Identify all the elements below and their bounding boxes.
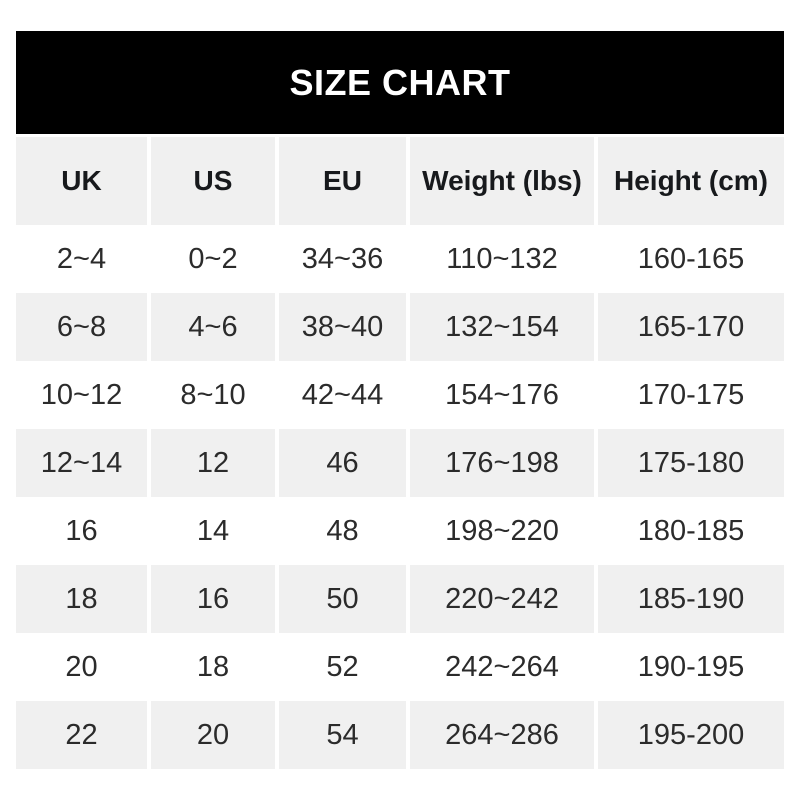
- table-cell: 14: [151, 497, 275, 565]
- table-cell: 34~36: [279, 225, 406, 293]
- table-cell: 18: [151, 633, 275, 701]
- table-cell: 48: [279, 497, 406, 565]
- table-row: 6~8 4~6 38~40 132~154 165-170: [16, 293, 784, 361]
- table-cell: 165-170: [598, 293, 784, 361]
- table-cell: 154~176: [410, 361, 594, 429]
- table-row: 10~12 8~10 42~44 154~176 170-175: [16, 361, 784, 429]
- table-cell: 12~14: [16, 429, 147, 497]
- column-header-height-cm: Height (cm): [598, 137, 784, 225]
- table-cell: 38~40: [279, 293, 406, 361]
- page-title: SIZE CHART: [289, 61, 511, 103]
- table-cell: 4~6: [151, 293, 275, 361]
- table-cell: 0~2: [151, 225, 275, 293]
- table-cell: 8~10: [151, 361, 275, 429]
- table-cell: 242~264: [410, 633, 594, 701]
- table-cell: 176~198: [410, 429, 594, 497]
- table-cell: 220~242: [410, 565, 594, 633]
- table-cell: 170-175: [598, 361, 784, 429]
- table-cell: 195-200: [598, 701, 784, 769]
- table-cell: 54: [279, 701, 406, 769]
- table-row: 12~14 12 46 176~198 175-180: [16, 429, 784, 497]
- table-cell: 46: [279, 429, 406, 497]
- table-cell: 160-165: [598, 225, 784, 293]
- table-cell: 16: [16, 497, 147, 565]
- table-cell: 12: [151, 429, 275, 497]
- column-header-us: US: [151, 137, 275, 225]
- table-cell: 132~154: [410, 293, 594, 361]
- table-cell: 16: [151, 565, 275, 633]
- column-header-eu: EU: [279, 137, 406, 225]
- table-row: 18 16 50 220~242 185-190: [16, 565, 784, 633]
- table-cell: 20: [16, 633, 147, 701]
- table-cell: 22: [16, 701, 147, 769]
- table-cell: 10~12: [16, 361, 147, 429]
- table-cell: 20: [151, 701, 275, 769]
- table-cell: 110~132: [410, 225, 594, 293]
- table-cell: 264~286: [410, 701, 594, 769]
- table-body: 2~4 0~2 34~36 110~132 160-165 6~8 4~6 38~40 132~…: [16, 225, 784, 769]
- table-cell: 180-185: [598, 497, 784, 565]
- table-cell: 2~4: [16, 225, 147, 293]
- table-row: 2~4 0~2 34~36 110~132 160-165: [16, 225, 784, 293]
- column-header-uk: UK: [16, 137, 147, 225]
- table-row: 16 14 48 198~220 180-185: [16, 497, 784, 565]
- table-cell: 198~220: [410, 497, 594, 565]
- table-cell: 50: [279, 565, 406, 633]
- column-header-weight-lbs: Weight (lbs): [410, 137, 594, 225]
- table-cell: 52: [279, 633, 406, 701]
- table-cell: 6~8: [16, 293, 147, 361]
- size-chart-banner: SIZE CHART: [16, 31, 784, 134]
- table-cell: 190-195: [598, 633, 784, 701]
- table-row: 20 18 52 242~264 190-195: [16, 633, 784, 701]
- table-cell: 185-190: [598, 565, 784, 633]
- table-header-row: UK US EU Weight (lbs) Height (cm): [16, 137, 784, 225]
- table-cell: 18: [16, 565, 147, 633]
- table-row: 22 20 54 264~286 195-200: [16, 701, 784, 769]
- table-cell: 42~44: [279, 361, 406, 429]
- table-cell: 175-180: [598, 429, 784, 497]
